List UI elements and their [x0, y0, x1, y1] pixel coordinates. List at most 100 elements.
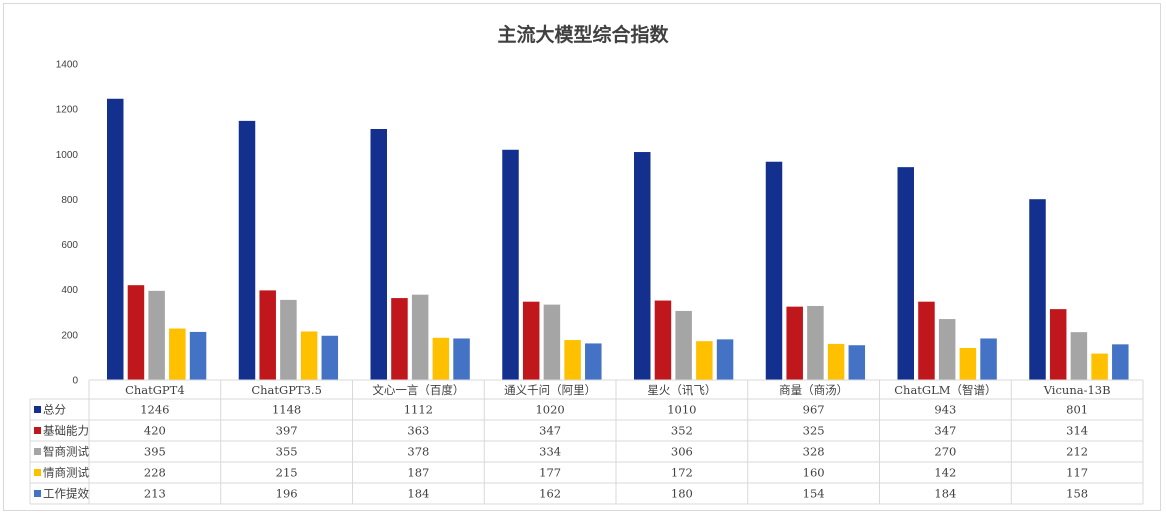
- chart-svg: 主流大模型综合指数 0 200 400 600 800 1000 1200 1400 Chat…: [29, 23, 1144, 505]
- data-label: 378: [407, 445, 429, 459]
- data-label: 306: [671, 445, 693, 459]
- data-label: 943: [934, 403, 956, 417]
- bar: [897, 167, 914, 380]
- bar: [300, 331, 318, 380]
- bar: [502, 149, 519, 380]
- legend-swatch: [34, 490, 41, 497]
- y-tick-label: 200: [61, 330, 78, 341]
- data-label: 142: [934, 466, 956, 480]
- category-label: 通义千问（阿里）: [504, 383, 596, 397]
- bar: [370, 129, 387, 380]
- data-label: 187: [407, 466, 429, 480]
- data-label: 801: [1066, 403, 1088, 417]
- data-label: 213: [144, 487, 166, 501]
- legend-swatch: [34, 406, 41, 413]
- bar: [696, 341, 713, 380]
- bar: [1029, 199, 1046, 380]
- bars: [107, 98, 1129, 380]
- series-label: 情商测试: [43, 466, 89, 480]
- category-label: ChatGPT4: [125, 383, 185, 397]
- data-label: 117: [1066, 466, 1088, 480]
- data-label: 397: [276, 424, 298, 438]
- y-tick-label: 400: [61, 285, 78, 296]
- bar: [786, 306, 803, 380]
- bar: [148, 290, 165, 380]
- bar: [585, 343, 602, 380]
- category-label: Vicuna-13B: [1043, 383, 1111, 397]
- data-label: 325: [803, 424, 825, 438]
- data-label: 967: [803, 403, 825, 417]
- legend-swatch: [34, 469, 41, 476]
- data-label: 1246: [140, 403, 169, 417]
- bar: [827, 343, 845, 380]
- y-tick-label: 1000: [56, 150, 79, 161]
- bar: [1112, 344, 1129, 380]
- data-table: ChatGPT4 ChatGPT3.5 文心一言（百度） 通义千问（阿里） 星火（讯飞）…: [29, 379, 1144, 505]
- y-axis: 0 200 400 600 800 1000 1200 1400: [56, 60, 79, 387]
- data-label: 158: [1066, 487, 1088, 501]
- bar: [564, 340, 581, 380]
- bar: [918, 301, 935, 380]
- data-label: 270: [934, 445, 956, 459]
- data-label: 352: [671, 424, 693, 438]
- data-label: 184: [407, 487, 429, 501]
- bar: [169, 328, 186, 380]
- data-label: 334: [539, 445, 561, 459]
- category-label: ChatGPT3.5: [251, 383, 322, 397]
- bar: [411, 294, 429, 380]
- bar: [522, 301, 540, 380]
- y-tick-label: 800: [61, 195, 78, 206]
- bar: [938, 319, 956, 380]
- data-label: 314: [1066, 424, 1088, 438]
- data-label: 228: [144, 466, 166, 480]
- data-label: 215: [276, 466, 298, 480]
- data-label: 395: [144, 445, 166, 459]
- bar: [1091, 353, 1108, 380]
- bar: [391, 298, 408, 380]
- data-label: 177: [539, 466, 561, 480]
- bar: [716, 339, 734, 380]
- y-tick-label: 1400: [56, 60, 79, 71]
- category-label: ChatGLM（智谱）: [894, 383, 996, 397]
- data-label: 180: [671, 487, 693, 501]
- category-label: 商量（商汤）: [779, 383, 848, 397]
- y-tick-label: 600: [61, 240, 78, 251]
- data-label: 1020: [535, 403, 564, 417]
- series-label: 智商测试: [43, 445, 89, 459]
- bar: [675, 310, 692, 380]
- data-label: 355: [276, 445, 298, 459]
- data-label: 347: [934, 424, 956, 438]
- y-tick-label: 1200: [56, 105, 79, 116]
- data-label: 154: [803, 487, 825, 501]
- y-tick-label: 0: [72, 376, 78, 387]
- chart-frame: 主流大模型综合指数 0 200 400 600 800 1000 1200 1400 Chat…: [3, 3, 1161, 511]
- series-label: 基础能力: [43, 424, 89, 438]
- data-label: 328: [803, 445, 825, 459]
- data-label: 1112: [404, 403, 433, 417]
- bar: [654, 300, 672, 380]
- bar: [107, 98, 124, 380]
- bar: [432, 337, 450, 380]
- series-label: 工作提效: [43, 487, 89, 501]
- legend-swatch: [34, 427, 41, 434]
- bar: [1049, 309, 1067, 380]
- chart-title: 主流大模型综合指数: [497, 23, 669, 46]
- bar: [807, 305, 824, 380]
- bar: [543, 304, 561, 380]
- data-label: 420: [144, 424, 166, 438]
- bar: [453, 338, 470, 380]
- data-label: 1148: [272, 403, 301, 417]
- data-label: 212: [1066, 445, 1088, 459]
- bar: [634, 152, 651, 380]
- category-label: 星火（讯飞）: [647, 383, 716, 397]
- bar: [127, 285, 145, 380]
- category-label: 文心一言（百度）: [372, 383, 464, 397]
- data-label: 184: [934, 487, 956, 501]
- series-label: 总分: [43, 403, 66, 417]
- bar: [848, 345, 866, 380]
- bar: [238, 120, 256, 380]
- data-label: 172: [671, 466, 693, 480]
- data-label: 196: [276, 487, 298, 501]
- bar: [259, 290, 276, 380]
- data-label: 160: [803, 466, 825, 480]
